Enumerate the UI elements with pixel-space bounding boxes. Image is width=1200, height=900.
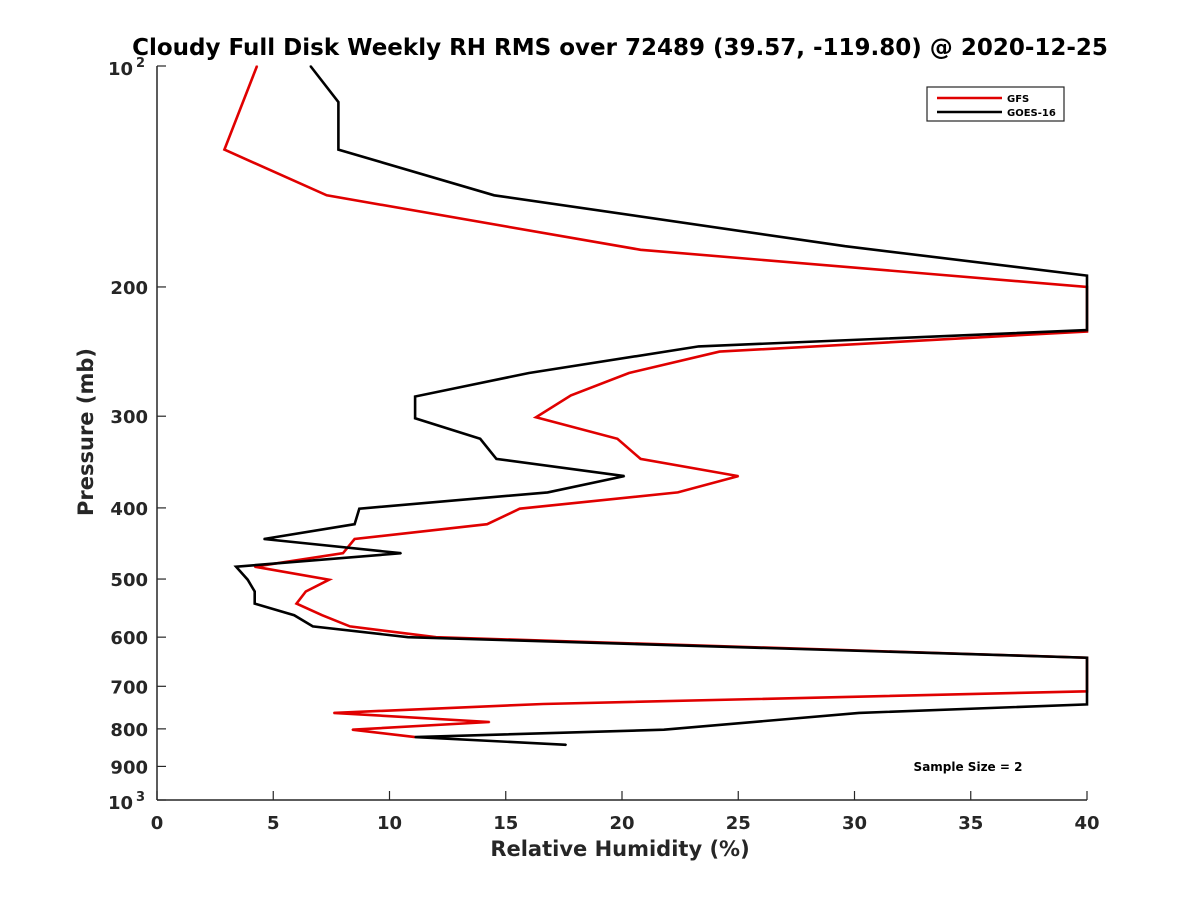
data-point-goes-16 (312, 625, 314, 628)
data-point-goes-16 (337, 148, 340, 151)
data-point-gfs (342, 552, 344, 554)
data-point-gfs (628, 372, 630, 374)
data-point-gfs (639, 249, 642, 251)
y-decade-tick-exponent: 3 (136, 790, 145, 805)
data-point-gfs (223, 148, 226, 151)
x-axis-ticks: 0 5 10 15 20 25 30 35 40 (151, 791, 1100, 834)
data-point-goes-16 (844, 245, 846, 247)
data-point-goes-16 (246, 578, 249, 581)
data-point-gfs (488, 721, 491, 723)
x-tick-label: 10 (377, 813, 402, 834)
series-line-gfs (222, 65, 1089, 739)
data-point-gfs (677, 491, 679, 494)
legend-box (926, 86, 1065, 122)
data-point-goes-16 (293, 614, 296, 616)
y-tick-label: 900 (110, 757, 148, 778)
data-point-goes-16 (414, 736, 416, 738)
data-point-gfs (325, 194, 328, 197)
y-decade-tick-label: 10 (108, 793, 133, 814)
data-point-goes-16 (407, 636, 409, 638)
data-point-gfs (486, 523, 488, 525)
x-tick-label: 30 (842, 813, 867, 834)
data-point-goes-16 (546, 491, 549, 494)
x-tick-label: 15 (493, 813, 518, 834)
data-point-gfs (737, 475, 740, 477)
x-tick-label: 40 (1074, 813, 1099, 834)
x-tick-label: 0 (151, 813, 164, 834)
data-point-gfs (616, 438, 619, 440)
legend-label-goes-16: GOES-16 (1007, 108, 1056, 119)
x-tick-label: 20 (609, 813, 634, 834)
y-tick-label: 800 (110, 720, 148, 741)
data-point-goes-16 (414, 395, 416, 398)
data-point-gfs (305, 590, 307, 593)
data-point-gfs (351, 728, 354, 731)
data-point-gfs (295, 602, 298, 605)
data-point-goes-16 (253, 590, 256, 593)
y-tick-label: 200 (110, 278, 148, 299)
data-point-gfs (328, 578, 330, 581)
x-axis-label: Relative Humidity (%) (490, 837, 749, 861)
data-point-gfs (332, 712, 335, 714)
data-point-gfs (256, 65, 258, 67)
data-point-gfs (535, 416, 537, 419)
data-point-gfs (718, 350, 721, 353)
data-point-goes-16 (353, 523, 356, 525)
y-tick-label: 500 (110, 570, 148, 591)
data-point-goes-16 (697, 345, 700, 348)
data-point-goes-16 (414, 417, 416, 420)
series-layer (222, 65, 1089, 747)
data-point-gfs (321, 614, 323, 616)
x-tick-label: 25 (726, 813, 751, 834)
data-point-goes-16 (1086, 329, 1088, 331)
y-tick-label: 600 (110, 628, 148, 649)
sample-size-annotation: Sample Size = 2 (914, 760, 1023, 774)
data-point-goes-16 (858, 712, 860, 714)
data-point-goes-16 (400, 552, 402, 554)
legend: GFS GOES-16 (926, 86, 1065, 122)
data-point-goes-16 (358, 507, 361, 510)
data-point-goes-16 (309, 65, 312, 67)
data-point-goes-16 (479, 438, 482, 440)
data-point-gfs (349, 625, 351, 628)
x-tick-label: 5 (267, 813, 280, 834)
plot-area (156, 66, 1087, 801)
data-point-goes-16 (337, 101, 340, 103)
y-tick-label: 300 (110, 407, 148, 428)
data-point-goes-16 (1086, 274, 1088, 277)
data-point-goes-16 (493, 194, 495, 197)
data-point-goes-16 (235, 565, 237, 568)
data-point-goes-16 (663, 728, 665, 731)
data-point-goes-16 (1086, 703, 1088, 706)
data-point-goes-16 (565, 744, 567, 746)
data-point-goes-16 (263, 538, 265, 540)
y-decade-tick-exponent: 2 (136, 56, 145, 71)
x-tick-label: 35 (958, 813, 983, 834)
y-tick-label: 400 (110, 499, 148, 520)
data-point-gfs (518, 507, 521, 510)
chart-title: Cloudy Full Disk Weekly RH RMS over 7248… (132, 35, 1108, 61)
y-tick-label: 700 (110, 677, 148, 698)
data-point-gfs (570, 394, 572, 397)
data-point-goes-16 (253, 602, 256, 605)
data-point-goes-16 (623, 475, 626, 477)
data-point-goes-16 (495, 458, 498, 460)
y-decade-tick-label: 10 (108, 59, 133, 80)
data-point-gfs (542, 703, 544, 705)
y-axis-label: Pressure (mb) (74, 348, 98, 516)
data-point-goes-16 (528, 372, 530, 374)
data-point-gfs (353, 538, 356, 540)
legend-label-gfs: GFS (1007, 94, 1029, 105)
series-line-goes-16 (233, 65, 1089, 747)
data-point-goes-16 (1086, 656, 1088, 659)
data-point-gfs (639, 458, 642, 460)
